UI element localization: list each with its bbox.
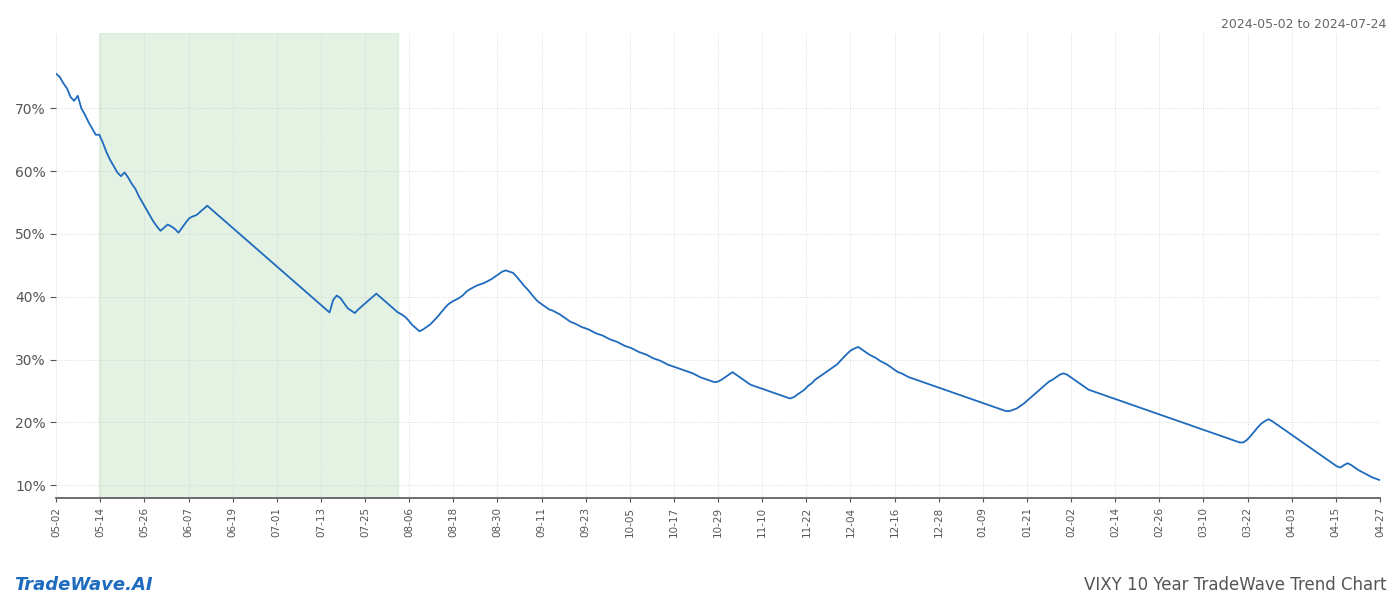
Bar xyxy=(98,33,398,498)
Text: VIXY 10 Year TradeWave Trend Chart: VIXY 10 Year TradeWave Trend Chart xyxy=(1084,576,1386,594)
Text: 2024-05-02 to 2024-07-24: 2024-05-02 to 2024-07-24 xyxy=(1221,18,1386,31)
Text: TradeWave.AI: TradeWave.AI xyxy=(14,576,153,594)
